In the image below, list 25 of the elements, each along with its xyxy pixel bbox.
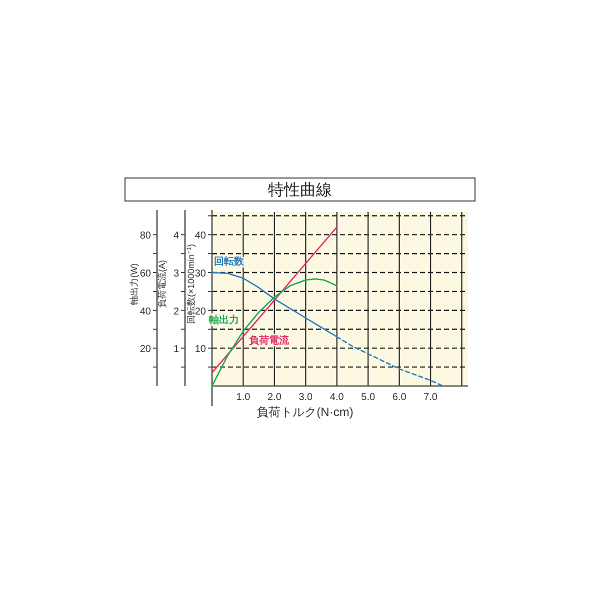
chart-title: 特性曲線: [268, 181, 332, 199]
x-tick-label: 6.0: [392, 392, 407, 403]
line-series: [211, 226, 338, 374]
y-tick-label: 10: [194, 344, 206, 356]
y3-axis-title: 軸出力(W): [129, 263, 139, 305]
y-tick-label: 20: [194, 306, 206, 318]
line-series: [211, 278, 338, 387]
y3-tick-label: 40: [140, 306, 152, 318]
x-tick-label: 3.0: [298, 392, 314, 403]
y2-tick-label: 3: [173, 268, 180, 280]
y3-tick-label: 80: [140, 230, 152, 242]
y3-tick-label: 60: [140, 268, 152, 280]
x-tick-label: 1.0: [236, 392, 251, 403]
y3-tick-label: 20: [140, 344, 152, 356]
x-tick-label: 7.0: [424, 392, 438, 403]
y-tick-label: 40: [194, 230, 206, 242]
y2-tick-label: 1: [173, 344, 180, 356]
x-axis-title: 負荷トルク(N·cm): [256, 405, 354, 419]
y2-tick-label: 4: [173, 230, 180, 242]
y2-tick-label: 2: [173, 306, 180, 318]
x-tick-label: 4.0: [330, 392, 344, 403]
y-tick-label: 30: [194, 268, 206, 280]
y2-axis-title: 負荷電流(A): [157, 260, 167, 308]
x-tick-label: 2.0: [267, 392, 282, 403]
x-tick-label: 5.0: [361, 392, 376, 403]
